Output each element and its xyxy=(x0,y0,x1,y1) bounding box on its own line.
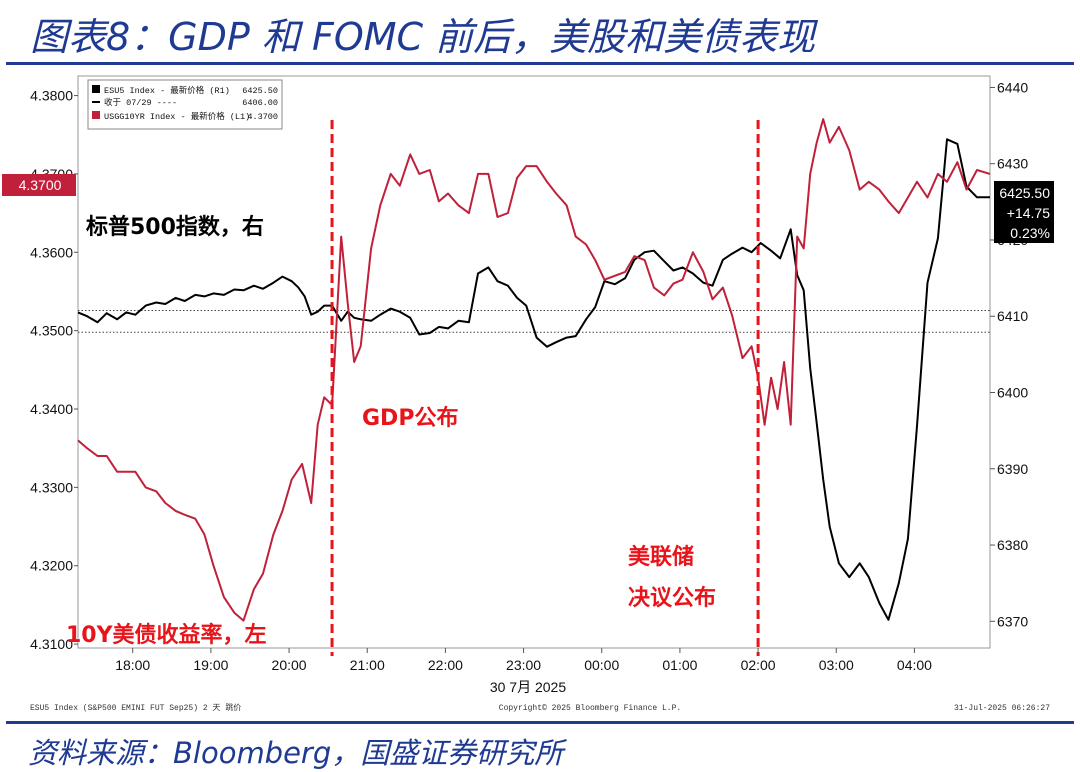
left-tick-label: 4.3100 xyxy=(30,636,73,652)
x-tick-label: 22:00 xyxy=(428,657,463,673)
x-tick-label: 02:00 xyxy=(741,657,776,673)
left-tick-label: 4.3800 xyxy=(30,88,73,104)
chart-svg: 4.3800 4.3700 4.3600 4.3500 4.3400 4.3300 4.32… xyxy=(2,75,1054,713)
footer-right: 31-Jul-2025 06:26:27 xyxy=(954,704,1050,713)
legend-value-prev: 6406.00 xyxy=(242,98,278,108)
x-tick-label: 21:00 xyxy=(350,657,385,673)
annotation-gdp: GDP公布 xyxy=(362,405,458,431)
footer-center: Copyright© 2025 Bloomberg Finance L.P. xyxy=(499,704,681,713)
legend-swatch-prev xyxy=(92,101,100,103)
event-lines xyxy=(330,120,760,656)
right-tick-label: 6380 xyxy=(997,537,1028,553)
annotation-fomc-line2: 决议公布 xyxy=(628,585,716,611)
source-note: 资料来源：Bloomberg，国盛证券研究所 xyxy=(28,736,564,770)
right-current-price: 6425.50 xyxy=(999,185,1050,201)
left-tick-label: 4.3600 xyxy=(30,244,73,260)
chart-frame xyxy=(77,75,991,649)
legend-label-prev: 收于 07/29 ---- xyxy=(104,97,177,108)
right-tick-label: 6430 xyxy=(997,156,1028,172)
x-tick-label: 03:00 xyxy=(819,657,854,673)
series-line-es-futures xyxy=(77,138,990,621)
axes-layer: 4.3800 4.3700 4.3600 4.3500 4.3400 4.3300 4.32… xyxy=(30,79,1028,673)
series-layer xyxy=(77,118,991,622)
right-tick-label: 6400 xyxy=(997,385,1028,401)
legend-label-es: ESU5 Index - 最新价格 (R1) xyxy=(104,85,230,96)
plot-frame xyxy=(77,75,991,649)
figure-title: 图表8：GDP 和 FOMC 前后，美股和美债表现 xyxy=(30,15,816,59)
legend-value-es: 6425.50 xyxy=(242,86,278,96)
right-current-change: +14.75 xyxy=(1007,205,1050,221)
x-tick-label: 18:00 xyxy=(115,657,150,673)
source-rule xyxy=(6,721,1074,724)
x-tick-label: 04:00 xyxy=(897,657,932,673)
right-tick-label: 6440 xyxy=(997,79,1028,95)
right-current-pct: 0.23% xyxy=(1010,225,1050,241)
right-tick-label: 6370 xyxy=(997,613,1028,629)
right-tick-label: 6410 xyxy=(997,308,1028,324)
series-line-10y-yield xyxy=(77,118,991,622)
footer-left: ESU5 Index (S&P500 EMINI FUT Sep25) 2 天 … xyxy=(30,702,241,713)
x-tick-label: 20:00 xyxy=(272,657,307,673)
left-current-tag: 4.3700 xyxy=(2,174,76,196)
x-tick-label: 01:00 xyxy=(662,657,697,673)
right-tick-label: 6390 xyxy=(997,461,1028,477)
left-tick-label: 4.3200 xyxy=(30,558,73,574)
annotation-spx: 标普500指数，右 xyxy=(86,214,264,240)
right-current-tag: 6425.50 +14.75 0.23% xyxy=(994,181,1054,243)
left-current-value: 4.3700 xyxy=(19,177,62,193)
x-date-label: 30 7月 2025 xyxy=(490,679,566,695)
annotation-yield: 10Y美债收益率，左 xyxy=(66,622,267,648)
legend-swatch-yield xyxy=(92,111,100,119)
left-tick-label: 4.3400 xyxy=(30,401,73,417)
annotation-fomc-line1: 美联储 xyxy=(628,544,694,570)
x-tick-label: 23:00 xyxy=(506,657,541,673)
left-tick-label: 4.3300 xyxy=(30,479,73,495)
legend-value-yield: 4.3700 xyxy=(247,112,278,122)
legend-label-yield: USGG10YR Index - 最新价格 (L1) xyxy=(104,111,250,122)
legend: ESU5 Index - 最新价格 (R1) 6425.50 收于 07/29 … xyxy=(87,79,283,130)
legend-swatch-es xyxy=(92,85,100,93)
x-tick-label: 00:00 xyxy=(584,657,619,673)
left-tick-label: 4.3500 xyxy=(30,323,73,339)
title-rule xyxy=(6,62,1074,65)
x-tick-label: 19:00 xyxy=(193,657,228,673)
